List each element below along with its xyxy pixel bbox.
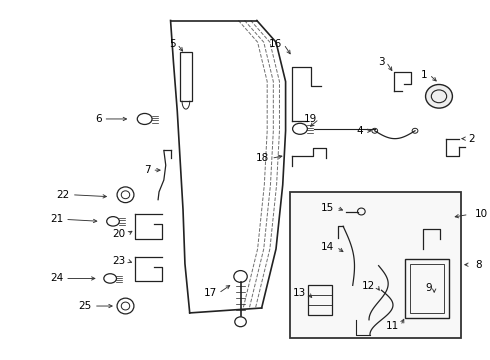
Text: 7: 7 [144, 165, 150, 175]
Text: 16: 16 [269, 39, 282, 49]
Text: 13: 13 [293, 288, 306, 298]
Text: 20: 20 [112, 229, 125, 239]
Text: 18: 18 [256, 153, 270, 163]
Text: 21: 21 [50, 215, 63, 224]
Text: 17: 17 [203, 288, 217, 298]
Text: 1: 1 [421, 69, 427, 80]
Bar [291, 192, 461, 338]
Text: 22: 22 [57, 190, 70, 200]
Text: 5: 5 [169, 39, 175, 49]
Text: 4: 4 [357, 126, 363, 136]
Text: 19: 19 [304, 114, 317, 124]
Bar [405, 259, 448, 318]
Text: 15: 15 [321, 203, 335, 212]
Text: 2: 2 [469, 134, 475, 144]
Text: 6: 6 [95, 114, 101, 124]
Ellipse shape [426, 85, 452, 108]
Bar [308, 285, 332, 315]
Text: 25: 25 [79, 301, 92, 311]
Bar [410, 264, 444, 313]
Text: 24: 24 [50, 274, 63, 283]
Text: 11: 11 [386, 321, 399, 331]
Text: 10: 10 [474, 210, 488, 220]
Text: 12: 12 [362, 281, 375, 291]
Text: 14: 14 [321, 242, 335, 252]
Text: 9: 9 [426, 283, 432, 293]
Bar [180, 52, 192, 101]
Text: 8: 8 [475, 260, 482, 270]
Text: 23: 23 [112, 256, 125, 266]
Text: 3: 3 [378, 57, 384, 67]
